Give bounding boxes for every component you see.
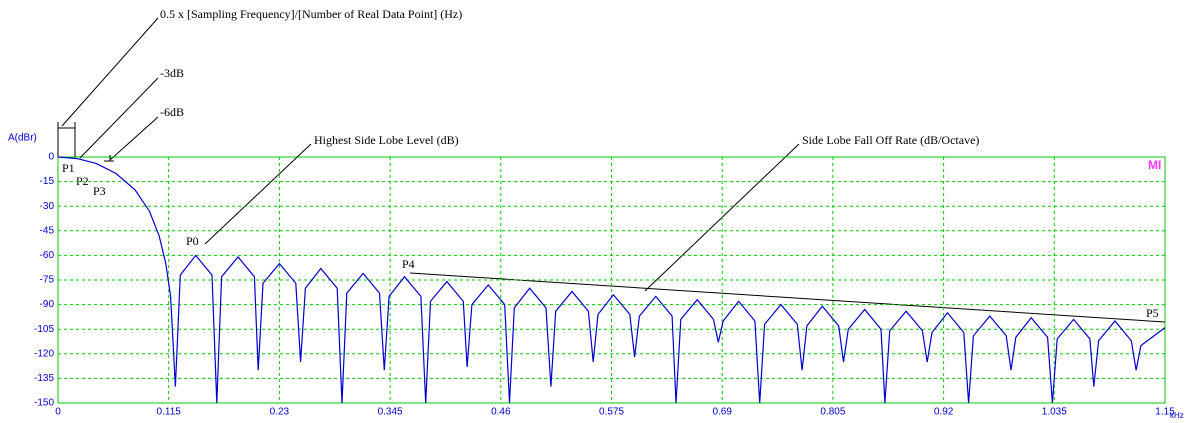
leader-line <box>61 17 159 127</box>
x-tick-label: 0.46 <box>491 407 511 418</box>
x-tick-label: 0.92 <box>934 407 954 418</box>
y-tick-label: -135 <box>34 373 54 384</box>
x-tick-label: 0.805 <box>820 407 845 418</box>
x-tick-label: 0.69 <box>712 407 732 418</box>
y-axis-label: A(dBr) <box>8 133 37 144</box>
x-tick-label: 0.115 <box>157 407 182 418</box>
y-tick-label: 0 <box>48 152 54 163</box>
annotation: -3dB <box>160 66 184 80</box>
leader-line <box>109 116 159 161</box>
y-tick-label: -150 <box>34 398 54 409</box>
y-tick-label: -105 <box>34 324 54 335</box>
x-tick-label: 0.23 <box>270 407 290 418</box>
point-label: P5 <box>1146 306 1159 320</box>
y-tick-label: -60 <box>40 250 55 261</box>
y-tick-label: -45 <box>40 225 55 236</box>
x-tick-label: 1.15 <box>1155 407 1175 418</box>
y-tick-label: -90 <box>40 299 55 310</box>
y-tick-label: -30 <box>40 201 55 212</box>
point-label: P4 <box>402 257 415 271</box>
annotation: -6dB <box>160 105 184 119</box>
annotation: 0.5 x [Sampling Frequency]/[Number of Re… <box>160 7 462 21</box>
x-tick-label: 0.575 <box>599 407 624 418</box>
y-tick-label: -75 <box>40 275 55 286</box>
y-tick-label: -120 <box>34 348 54 359</box>
y-tick-label: -15 <box>40 176 55 187</box>
annotation: Highest Side Lobe Level (dB) <box>314 133 459 147</box>
point-label: P0 <box>186 234 199 248</box>
x-tick-label: 1.035 <box>1042 407 1067 418</box>
point-label: P1 <box>62 161 75 175</box>
x-tick-label: 0.345 <box>378 407 403 418</box>
annotation: Side Lobe Fall Off Rate (dB/Octave) <box>802 133 979 147</box>
point-label: P3 <box>93 184 106 198</box>
x-axis-label: kHz <box>1170 411 1184 420</box>
point-label: P2 <box>76 174 89 188</box>
leader-line <box>79 77 159 159</box>
leader-line <box>204 143 312 245</box>
spectrum-line <box>57 156 1166 404</box>
x-tick-label: 0 <box>55 407 61 418</box>
fall-off-line <box>409 272 1166 323</box>
logo: MI <box>1148 158 1161 172</box>
